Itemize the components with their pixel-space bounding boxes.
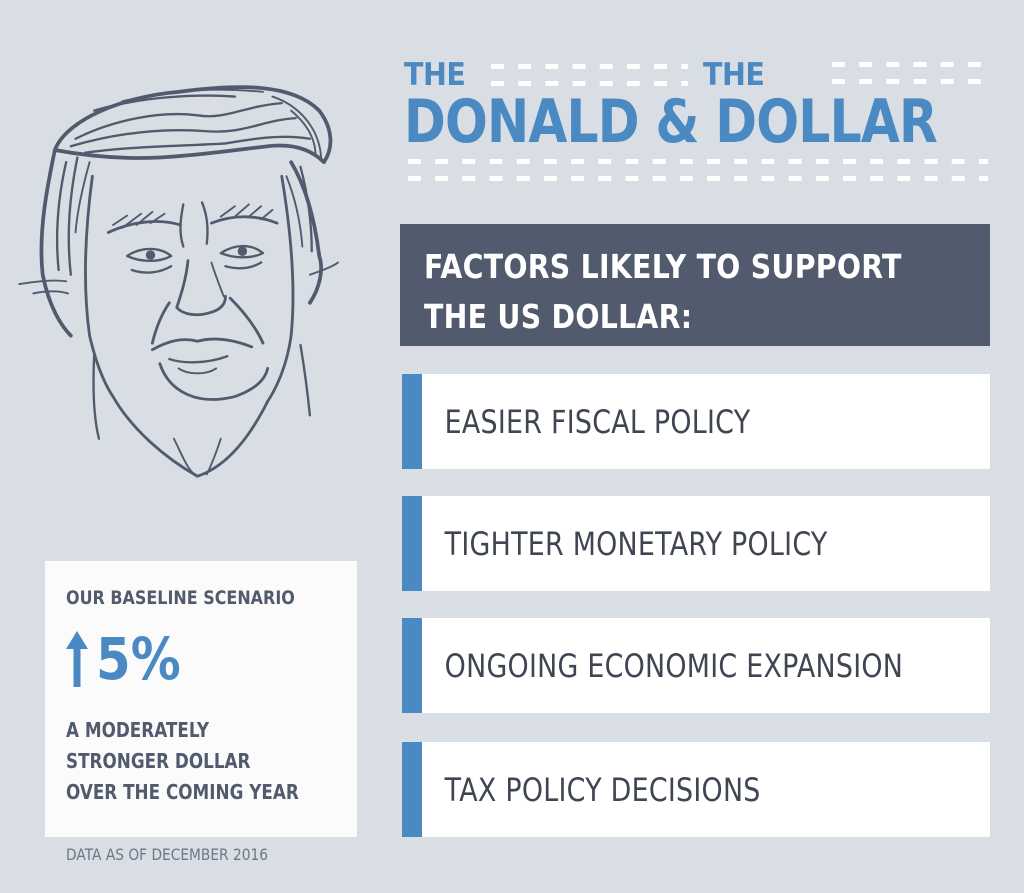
baseline-description: A MODERATELY STRONGER DOLLAR OVER THE CO… [66, 715, 336, 808]
factor-item: TIGHTER MONETARY POLICY [402, 496, 990, 591]
factors-heading-line-2: THE US DOLLAR: [424, 297, 693, 336]
factor-item: TAX POLICY DECISIONS [402, 742, 990, 837]
portrait-illustration [18, 85, 339, 478]
title-divider [491, 81, 688, 86]
page-title: DONALD & DOLLAR [404, 87, 938, 157]
baseline-heading: OUR BASELINE SCENARIO [66, 587, 295, 609]
title-block: THE THE DONALD & DOLLAR [404, 60, 989, 190]
baseline-desc-line: OVER THE COMING YEAR [66, 780, 299, 804]
factor-label: TIGHTER MONETARY POLICY [444, 524, 828, 563]
title-divider [491, 64, 688, 69]
title-the-right: THE [703, 57, 765, 93]
factor-label: TAX POLICY DECISIONS [444, 770, 761, 809]
title-divider [832, 79, 986, 84]
factor-label: EASIER FISCAL POLICY [444, 402, 751, 441]
baseline-desc-line: A MODERATELY [66, 718, 210, 742]
data-date-footnote: DATA AS OF DECEMBER 2016 [66, 845, 269, 864]
baseline-stat: 5% [66, 625, 336, 693]
arrow-up-icon [66, 631, 88, 687]
factors-heading-line-1: FACTORS LIKELY TO SUPPORT [424, 247, 902, 286]
title-divider [408, 159, 988, 164]
baseline-desc-line: STRONGER DOLLAR [66, 749, 251, 773]
title-the-left: THE [404, 57, 466, 93]
factor-item: ONGOING ECONOMIC EXPANSION [402, 618, 990, 713]
factor-label: ONGOING ECONOMIC EXPANSION [444, 646, 904, 685]
title-divider [408, 176, 988, 181]
title-divider [832, 62, 986, 67]
baseline-value: 5% [96, 625, 181, 693]
factors-header: FACTORS LIKELY TO SUPPORT THE US DOLLAR: [400, 224, 990, 346]
baseline-scenario-card: OUR BASELINE SCENARIO 5% A MODERATELY ST… [45, 561, 357, 837]
factor-item: EASIER FISCAL POLICY [402, 374, 990, 469]
